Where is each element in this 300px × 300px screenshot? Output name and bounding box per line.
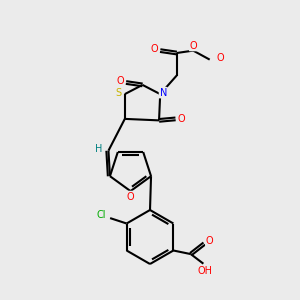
Text: O: O [127, 191, 134, 202]
Text: O: O [216, 53, 224, 63]
Text: Cl: Cl [97, 210, 106, 220]
Text: O: O [116, 76, 124, 86]
Text: H: H [95, 144, 103, 154]
Text: S: S [115, 88, 121, 98]
Text: OH: OH [197, 266, 212, 276]
Text: N: N [160, 88, 167, 98]
Text: O: O [178, 114, 185, 124]
Text: O: O [190, 40, 197, 50]
Text: O: O [150, 44, 158, 54]
Text: O: O [206, 236, 214, 246]
